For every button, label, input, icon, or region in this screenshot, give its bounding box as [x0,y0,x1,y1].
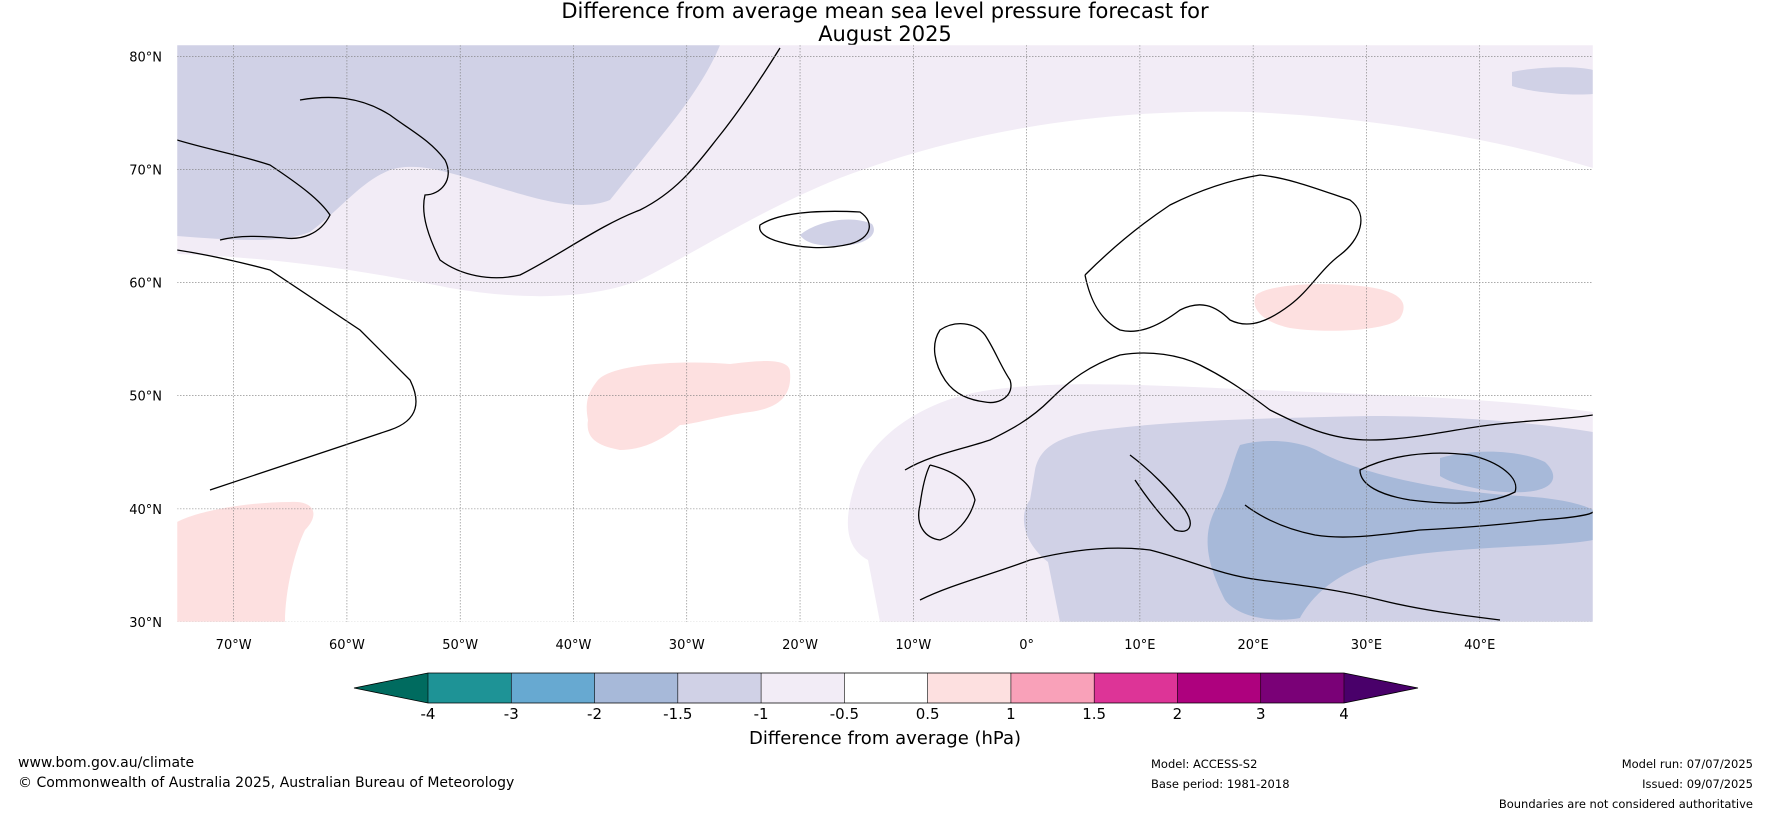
map-frame [176,44,1594,623]
colorbar-title: Difference from average (hPa) [748,728,1022,749]
longitude-label: 0° [1019,638,1034,653]
footer-base-period: Base period: 1981-2018 [1151,777,1290,791]
colorbar-tick-label: -1 [754,705,769,723]
anomaly-region-iceland [800,219,874,246]
longitude-label: 10°W [895,638,931,653]
colorbar-bin [1010,673,1095,703]
colorbar-tick-label: -0.5 [830,705,859,723]
latitude-label: 50°N [129,390,162,405]
colorbar-tick-label: 3 [1256,705,1266,723]
latitude-label: 80°N [129,50,162,65]
longitude-label: 50°W [442,638,478,653]
footer-copyright: © Commonwealth of Australia 2025, Austra… [18,775,515,791]
colorbar-tick-label: 4 [1339,705,1349,723]
footer-issued: Issued: 09/07/2025 [1642,777,1753,791]
latitude-label: 30°N [129,616,162,631]
longitude-label: 20°W [782,638,818,653]
coastline-greece-turkey [1244,504,1593,538]
coastline-italy [1129,454,1191,532]
longitude-label: 70°W [216,638,252,653]
title-line-2: August 2025 [818,22,952,46]
coastline-canadian-arctic [177,139,331,241]
anomaly-region-greenland [177,45,720,240]
colorbar-bin [594,673,679,703]
coastline-labrador [177,249,417,491]
colorbar-tick-label: 0.5 [916,705,940,723]
colorbar-bin [1260,673,1345,703]
anomaly-region-arctic-east [1512,67,1593,95]
colorbar-tick-label: -3 [504,705,519,723]
colorbar-underflow-arrow [354,673,428,703]
gridlines [177,45,1593,622]
latitude-label: 40°N [129,503,162,518]
longitude-label: 40°W [556,638,592,653]
longitude-labels: 70°W 60°W 50°W 40°W 30°W 20°W 10°W 0° 10°E 20°E 30… [216,638,1496,653]
coastline-british-isles [933,323,1012,404]
longitude-label: 60°W [329,638,365,653]
title-line-1: Difference from average mean sea level p… [561,0,1209,23]
anomaly-region-black-sea [1440,451,1554,493]
colorbar-bin [511,673,596,703]
anomaly-region-balkans [1207,440,1593,620]
chart-title: Difference from average mean sea level p… [0,0,1770,46]
coastline-black-sea [1359,452,1517,504]
longitude-label: 10°E [1124,638,1155,653]
anomaly-region-atlantic-positive [586,361,791,450]
coastline-europe [904,352,1593,471]
colorbar-overflow-arrow [1344,673,1418,703]
colorbar-bin [844,673,929,703]
coastline-scandinavia [1084,174,1362,332]
colorbar-tick-label: -1.5 [663,705,692,723]
colorbar-bin [927,673,1012,703]
latitude-labels: 80°N 70°N 60°N 50°N 40°N 30°N [129,50,162,631]
coastline-iberia [918,464,976,541]
colorbar-tick-label: 1.5 [1082,705,1106,723]
latitude-label: 70°N [129,163,162,178]
colorbar-tick-label: -2 [587,705,602,723]
latitude-label: 60°N [129,277,162,292]
longitude-label: 30°E [1351,638,1382,653]
colorbar-tick-label: 1 [1006,705,1016,723]
colorbar-bin [428,673,512,703]
colorbar-bin [1094,673,1178,703]
longitude-label: 40°E [1464,638,1495,653]
anomaly-region-northwest-atlantic-positive [177,501,314,622]
footer-model-run: Model run: 07/07/2025 [1621,757,1753,771]
footer-website: www.bom.gov.au/climate [18,755,195,771]
footer-disclaimer: Boundaries are not considered authoritat… [1498,797,1753,811]
coastline-north-africa [919,547,1501,621]
colorbar-bin [761,673,845,703]
colorbar-tick-label: 2 [1173,705,1183,723]
colorbar: -4 -3 -2 -1.5 -1 -0.5 0.5 1 1.5 2 3 4 [353,672,1419,723]
colorbar-bin [677,673,762,703]
colorbar-tick-label: -4 [421,705,436,723]
longitude-label: 30°W [669,638,705,653]
longitude-label: 20°E [1238,638,1269,653]
anomaly-region-baltic-positive [1254,284,1404,331]
footer-model: Model: ACCESS-S2 [1151,757,1258,771]
coastline-iceland [759,210,870,249]
colorbar-bin [1177,673,1262,703]
map-area [177,45,1593,622]
